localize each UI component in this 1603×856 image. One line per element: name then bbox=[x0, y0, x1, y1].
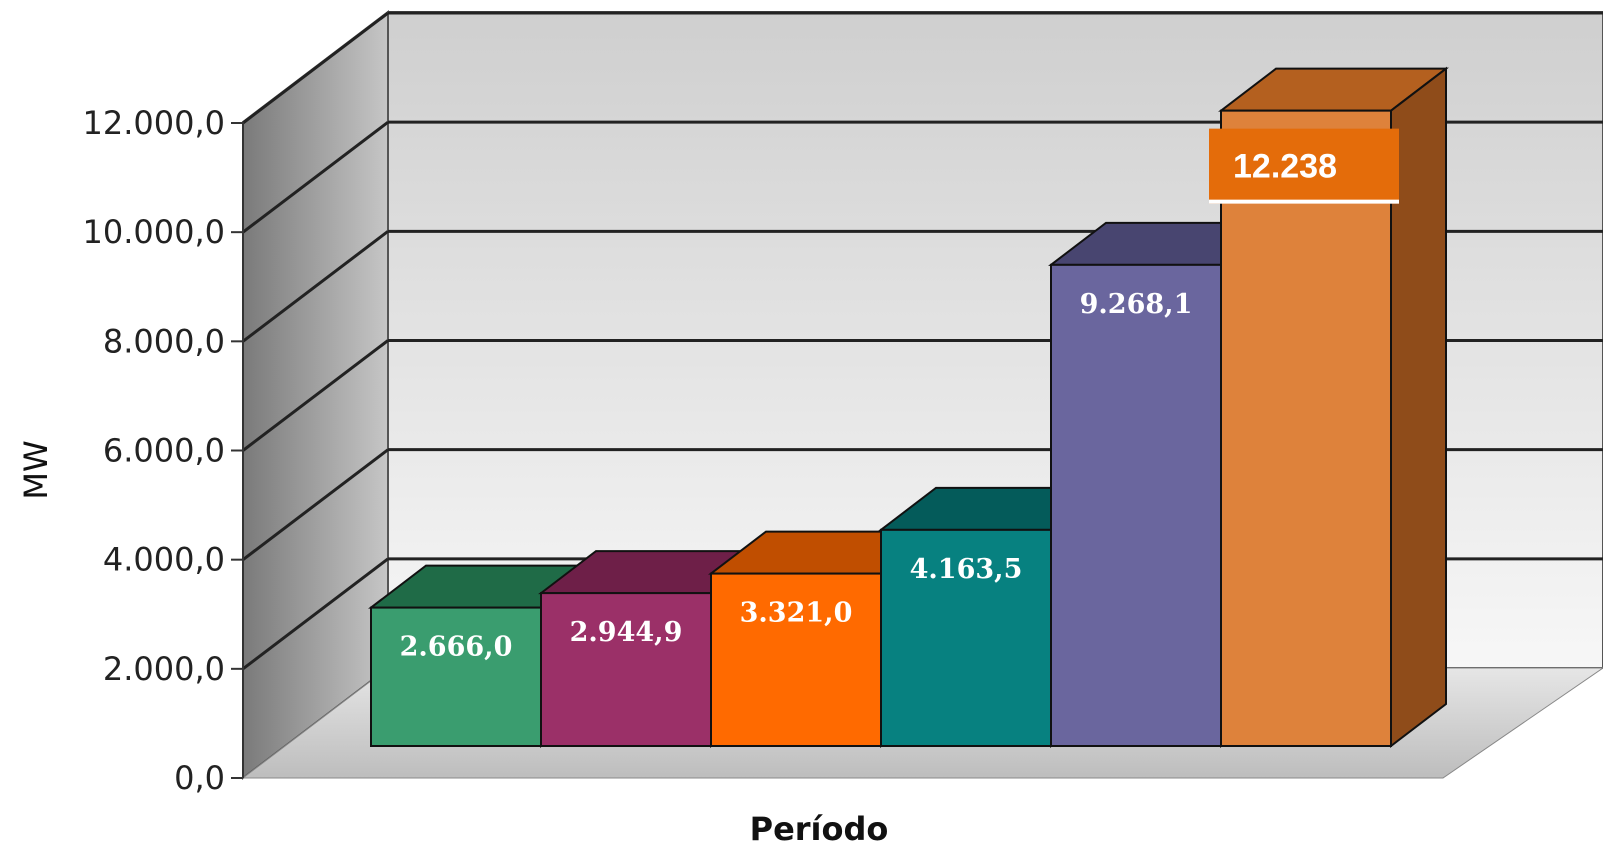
data-label-4: 4.163,5 bbox=[910, 554, 1023, 585]
bar-front bbox=[1050, 263, 1222, 747]
bar-front bbox=[1220, 109, 1392, 747]
bar-front bbox=[370, 606, 542, 747]
y-tick-label: 0,0 bbox=[174, 759, 225, 797]
bar-side bbox=[1390, 66, 1447, 749]
y-tick-label: 8.000,0 bbox=[103, 322, 225, 360]
data-label-1: 2.666,0 bbox=[400, 632, 513, 663]
gridline-diagonal bbox=[242, 557, 389, 671]
y-tick-label: 12.000,0 bbox=[83, 104, 226, 142]
gridline-diagonal bbox=[242, 448, 389, 561]
callout-underline bbox=[1209, 199, 1399, 204]
gridline-diagonal bbox=[242, 230, 389, 343]
callout-box bbox=[1209, 128, 1399, 204]
y-tick-label: 4.000,0 bbox=[103, 541, 225, 579]
y-axis: 0,0 2.000,0 4.000,0 6.000,0 8.000,0 10.000,0 1… bbox=[83, 104, 244, 797]
gridline-diagonal bbox=[242, 120, 389, 234]
data-label-6: 12.238 bbox=[1233, 148, 1337, 186]
data-label-3: 3.321,0 bbox=[740, 598, 853, 629]
y-tick-label: 6.000,0 bbox=[103, 432, 225, 470]
y-axis-title: MW bbox=[17, 440, 55, 499]
bar-front bbox=[880, 528, 1052, 748]
bar-front bbox=[540, 592, 712, 747]
gridline-diagonal bbox=[242, 339, 389, 452]
y-tick-label: 2.000,0 bbox=[103, 650, 225, 688]
x-axis-title: Período bbox=[750, 810, 889, 848]
bar-6 bbox=[1218, 66, 1449, 749]
data-label-5: 9.268,1 bbox=[1080, 289, 1193, 320]
bar-front bbox=[710, 572, 882, 748]
y-tick-label: 10.000,0 bbox=[83, 213, 226, 251]
bars bbox=[368, 66, 1449, 749]
data-labels: 2.666,0 2.944,9 3.321,0 4.163,5 9.268,1 12.23… bbox=[400, 128, 1399, 663]
data-label-2: 2.944,9 bbox=[570, 617, 683, 648]
gridline-diagonal bbox=[242, 11, 389, 125]
